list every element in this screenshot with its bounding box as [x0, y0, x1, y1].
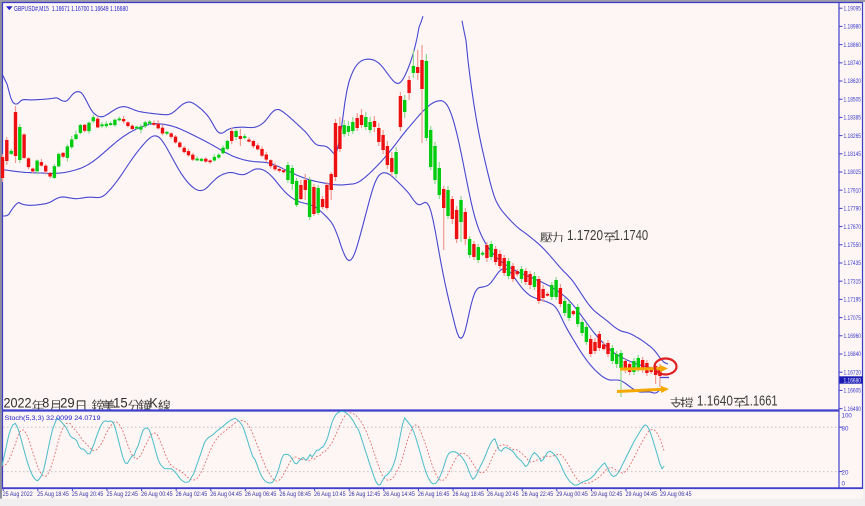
svg-text:29 Aug 00:45: 29 Aug 00:45: [556, 491, 588, 498]
svg-text:29 Aug 02:45: 29 Aug 02:45: [591, 491, 623, 498]
svg-text:1.18740: 1.18740: [844, 60, 862, 67]
svg-text:26 Aug 20:45: 26 Aug 20:45: [487, 491, 519, 498]
svg-text:1.18505: 1.18505: [844, 96, 862, 103]
svg-text:25 Aug 22:45: 25 Aug 22:45: [107, 491, 139, 498]
svg-text:26 Aug 06:45: 26 Aug 06:45: [245, 491, 277, 498]
svg-text:1.17790: 1.17790: [844, 206, 862, 213]
svg-text:26 Aug 14:45: 26 Aug 14:45: [383, 491, 415, 498]
svg-text:1.1661: 1.1661: [744, 393, 778, 409]
svg-text:1.17195: 1.17195: [844, 297, 862, 304]
svg-text:1.16840: 1.16840: [844, 351, 862, 358]
svg-text:29 Aug 06:45: 29 Aug 06:45: [660, 491, 692, 498]
svg-text:8: 8: [42, 395, 49, 411]
svg-text:1.18025: 1.18025: [844, 169, 862, 176]
svg-text:1.16605: 1.16605: [844, 388, 862, 395]
svg-text:1.18265: 1.18265: [844, 133, 862, 140]
svg-text:29 Aug 04:45: 29 Aug 04:45: [626, 491, 658, 498]
svg-text:1.17670: 1.17670: [844, 224, 862, 231]
svg-text:25 Aug 2022: 25 Aug 2022: [3, 491, 33, 498]
svg-text:26 Aug 04:45: 26 Aug 04:45: [210, 491, 242, 498]
svg-text:1.18385: 1.18385: [844, 115, 862, 122]
svg-text:80: 80: [842, 425, 849, 432]
svg-text:1.16680: 1.16680: [844, 377, 862, 384]
svg-text:1.17550: 1.17550: [844, 242, 862, 249]
svg-text:26 Aug 02:45: 26 Aug 02:45: [176, 491, 208, 498]
svg-text:15: 15: [113, 395, 128, 411]
svg-text:25 Aug 18:45: 25 Aug 18:45: [37, 491, 69, 498]
svg-text:K: K: [149, 395, 158, 411]
svg-text:2022: 2022: [4, 395, 32, 411]
svg-text:1.17435: 1.17435: [844, 260, 862, 267]
svg-text:GBPUSD#,M15 1.16671 1.16700 1: GBPUSD#,M15 1.16671 1.16700 1.16649 1.16…: [14, 6, 128, 13]
svg-text:1.18145: 1.18145: [844, 151, 862, 158]
svg-text:1.17315: 1.17315: [844, 278, 862, 285]
svg-text:1.18860: 1.18860: [844, 42, 862, 49]
svg-text:26 Aug 22:45: 26 Aug 22:45: [522, 491, 554, 498]
svg-text:1.1740: 1.1740: [614, 228, 649, 244]
svg-text:100: 100: [842, 412, 853, 419]
svg-text:1.16960: 1.16960: [844, 333, 862, 340]
svg-text:26 Aug 12:45: 26 Aug 12:45: [349, 491, 381, 498]
svg-text:0: 0: [842, 481, 846, 488]
svg-text:1.17075: 1.17075: [844, 315, 862, 322]
svg-text:1.18620: 1.18620: [844, 78, 862, 85]
svg-text:26 Aug 18:45: 26 Aug 18:45: [453, 491, 485, 498]
svg-text:20: 20: [842, 469, 849, 476]
svg-text:29: 29: [60, 395, 75, 411]
svg-text:26 Aug 16:45: 26 Aug 16:45: [418, 491, 450, 498]
svg-text:26 Aug 08:45: 26 Aug 08:45: [280, 491, 312, 498]
svg-text:26 Aug 00:45: 26 Aug 00:45: [141, 491, 173, 498]
svg-text:1.1720: 1.1720: [567, 228, 603, 244]
svg-text:25 Aug 20:45: 25 Aug 20:45: [72, 491, 104, 498]
svg-text:1.16720: 1.16720: [844, 369, 862, 376]
svg-text:1.19095: 1.19095: [844, 5, 862, 12]
svg-text:26 Aug 10:45: 26 Aug 10:45: [314, 491, 346, 498]
svg-text:1.18980: 1.18980: [844, 24, 862, 31]
svg-text:1.17910: 1.17910: [844, 187, 862, 194]
svg-text:1.1640: 1.1640: [697, 393, 733, 409]
svg-text:Stoch(5,3,3) 32.0099 24.0719: Stoch(5,3,3) 32.0099 24.0719: [5, 415, 101, 422]
